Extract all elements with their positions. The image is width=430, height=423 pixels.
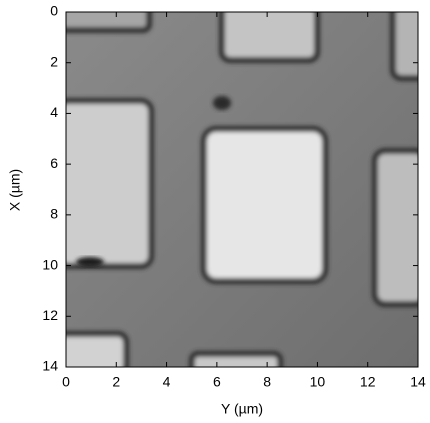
y-tick-label: 0 bbox=[50, 3, 58, 19]
y-tick-label: 12 bbox=[42, 307, 58, 323]
image bbox=[66, 12, 418, 367]
y-tick-label: 6 bbox=[50, 155, 58, 171]
x-tick-label: 0 bbox=[62, 374, 70, 390]
x-tick-label: 10 bbox=[310, 374, 326, 390]
y-tick-label: 8 bbox=[50, 206, 58, 222]
x-tick-label: 14 bbox=[410, 374, 426, 390]
x-tick-label: 8 bbox=[263, 374, 271, 390]
x-tick-label: 4 bbox=[163, 374, 171, 390]
y-tick-label: 2 bbox=[50, 53, 58, 69]
x-axis-label: Y (µm) bbox=[221, 401, 263, 417]
x-tick-label: 2 bbox=[112, 374, 120, 390]
y-axis-label: X (µm) bbox=[7, 169, 23, 211]
y-tick-label: 10 bbox=[42, 256, 58, 272]
y-tick-label: 14 bbox=[42, 358, 58, 374]
x-tick-label: 12 bbox=[360, 374, 376, 390]
x-tick-label: 6 bbox=[213, 374, 221, 390]
plot-frame bbox=[65, 11, 419, 368]
y-tick-label: 4 bbox=[50, 104, 58, 120]
